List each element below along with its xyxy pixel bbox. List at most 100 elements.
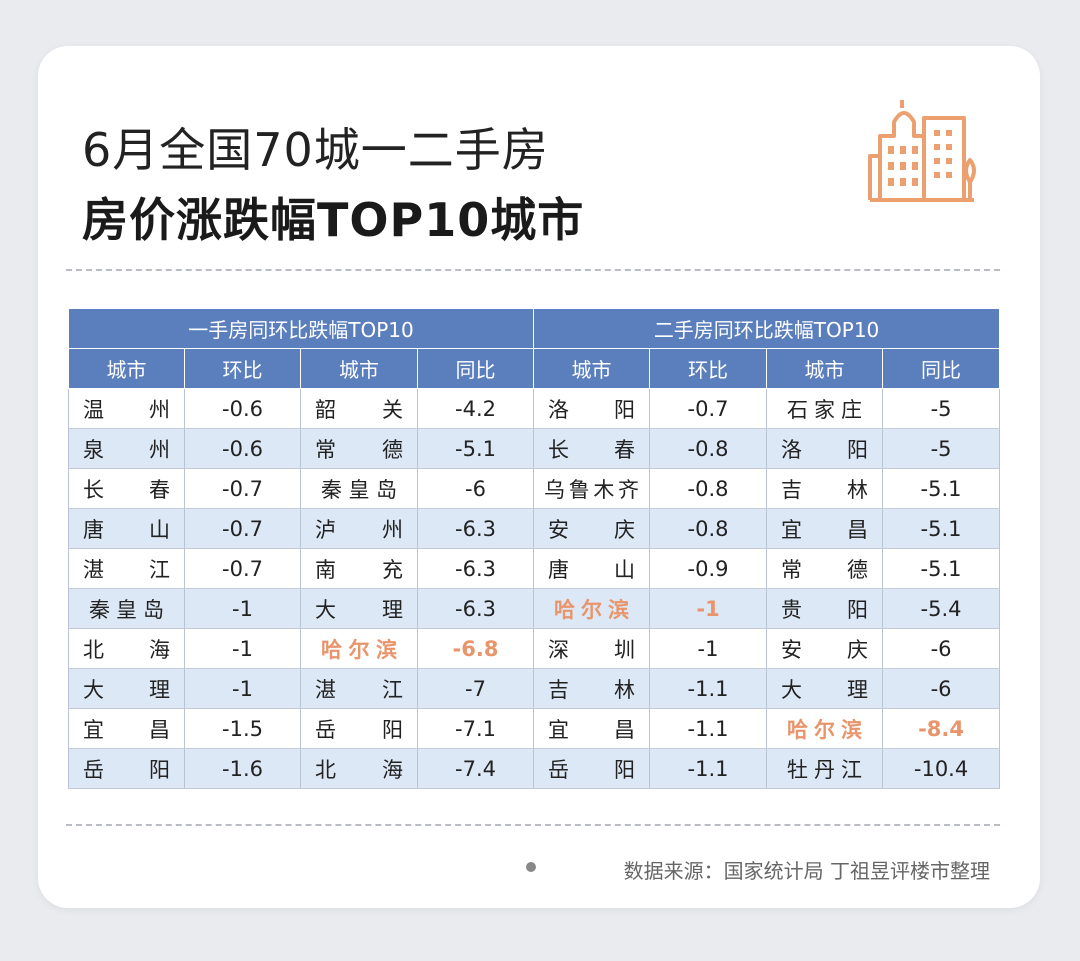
- city-cell: 常德: [766, 548, 884, 589]
- city-cell: 北海: [300, 748, 418, 789]
- value-cell: -7.1: [416, 708, 535, 749]
- value-cell: -6.3: [416, 588, 535, 629]
- value-cell: -6.3: [416, 508, 535, 549]
- city-cell: 宜昌: [533, 708, 651, 749]
- column-header: 城市: [533, 348, 651, 389]
- city-cell: 唐山: [533, 548, 651, 589]
- column-header: 环比: [184, 348, 301, 389]
- table-row: 宜昌 -1.5 岳阳 -7.1 宜昌 -1.1 哈尔滨 -8.4: [68, 708, 1001, 749]
- value-cell: -6: [882, 628, 1001, 669]
- value-cell: -0.6: [184, 388, 301, 429]
- column-header-row: 城市 环比 城市 同比 城市 环比 城市 同比: [68, 348, 1001, 389]
- table-row: 秦皇岛 -1 大理 -6.3 哈尔滨 -1 贵阳 -5.4: [68, 588, 1001, 629]
- data-source-note: 数据来源：国家统计局 丁祖昱评楼市整理: [623, 859, 990, 883]
- table-row: 泉州 -0.6 常德 -5.1 长春 -0.8 洛阳 -5: [68, 428, 1001, 469]
- value-cell: -7: [416, 668, 535, 709]
- value-cell: -6.8: [416, 628, 535, 669]
- value-cell: -0.8: [649, 468, 768, 509]
- value-cell: -5.1: [882, 468, 1001, 509]
- value-cell: -1.1: [649, 748, 768, 789]
- column-header: 城市: [766, 348, 884, 389]
- table-row: 唐山 -0.7 泸州 -6.3 安庆 -0.8 宜昌 -5.1: [68, 508, 1001, 549]
- city-cell: 大理: [300, 588, 418, 629]
- value-cell: -5.1: [416, 428, 535, 469]
- city-cell: 温州: [68, 388, 185, 429]
- table-row: 长春 -0.7 秦皇岛 -6 乌鲁木齐 -0.8 吉林 -5.1: [68, 468, 1001, 509]
- city-cell: 哈尔滨: [766, 708, 884, 749]
- city-cell: 秦皇岛: [68, 588, 185, 629]
- value-cell: -0.7: [184, 548, 301, 589]
- table-row: 岳阳 -1.6 北海 -7.4 岳阳 -1.1 牡丹江 -10.4: [68, 748, 1001, 789]
- column-header: 环比: [649, 348, 768, 389]
- city-cell: 长春: [533, 428, 651, 469]
- value-cell: -6.3: [416, 548, 535, 589]
- city-cell: 韶关: [300, 388, 418, 429]
- city-cell: 长春: [68, 468, 185, 509]
- value-cell: -6: [416, 468, 535, 509]
- column-header: 同比: [882, 348, 1001, 389]
- city-cell: 大理: [766, 668, 884, 709]
- city-cell: 岳阳: [533, 748, 651, 789]
- value-cell: -6: [882, 668, 1001, 709]
- value-cell: -1: [184, 588, 301, 629]
- city-cell: 唐山: [68, 508, 185, 549]
- value-cell: -0.9: [649, 548, 768, 589]
- city-cell: 牡丹江: [766, 748, 884, 789]
- city-cell: 秦皇岛: [300, 468, 418, 509]
- city-cell: 湛江: [300, 668, 418, 709]
- city-cell: 岳阳: [300, 708, 418, 749]
- value-cell: -1.1: [649, 668, 768, 709]
- divider-bottom: [66, 824, 1000, 826]
- city-cell: 哈尔滨: [300, 628, 418, 669]
- table-row: 大理 -1 湛江 -7 吉林 -1.1 大理 -6: [68, 668, 1001, 709]
- price-change-table: 一手房同环比跌幅TOP10 二手房同环比跌幅TOP10 城市 环比 城市 同比 …: [67, 308, 1001, 789]
- value-cell: -0.7: [184, 468, 301, 509]
- city-cell: 大理: [68, 668, 185, 709]
- buildings-icon: [868, 100, 976, 202]
- value-cell: -10.4: [882, 748, 1001, 789]
- table-row: 温州 -0.6 韶关 -4.2 洛阳 -0.7 石家庄 -5: [68, 388, 1001, 429]
- city-cell: 吉林: [533, 668, 651, 709]
- divider-top: [66, 269, 1000, 271]
- value-cell: -8.4: [882, 708, 1001, 749]
- page-subtitle: 房价涨跌幅TOP10城市: [82, 193, 585, 247]
- city-cell: 深圳: [533, 628, 651, 669]
- city-cell: 安庆: [533, 508, 651, 549]
- city-cell: 乌鲁木齐: [533, 468, 651, 509]
- value-cell: -5: [882, 388, 1001, 429]
- value-cell: -5: [882, 428, 1001, 469]
- column-header: 城市: [300, 348, 418, 389]
- value-cell: -5.4: [882, 588, 1001, 629]
- city-cell: 石家庄: [766, 388, 884, 429]
- value-cell: -0.7: [649, 388, 768, 429]
- value-cell: -5.1: [882, 548, 1001, 589]
- city-cell: 常德: [300, 428, 418, 469]
- column-header: 同比: [416, 348, 535, 389]
- city-cell: 泸州: [300, 508, 418, 549]
- city-cell: 北海: [68, 628, 185, 669]
- value-cell: -4.2: [416, 388, 535, 429]
- value-cell: -1: [649, 588, 768, 629]
- page-title: 6月全国70城一二手房: [82, 123, 549, 177]
- value-cell: -1.5: [184, 708, 301, 749]
- city-cell: 宜昌: [68, 708, 185, 749]
- value-cell: -1: [649, 628, 768, 669]
- group-header-new-homes: 一手房同环比跌幅TOP10: [67, 308, 535, 349]
- city-cell: 贵阳: [766, 588, 884, 629]
- value-cell: -1: [184, 668, 301, 709]
- value-cell: -0.6: [184, 428, 301, 469]
- value-cell: -1.1: [649, 708, 768, 749]
- value-cell: -0.8: [649, 508, 768, 549]
- city-cell: 安庆: [766, 628, 884, 669]
- column-header: 城市: [68, 348, 185, 389]
- city-cell: 吉林: [766, 468, 884, 509]
- city-cell: 岳阳: [68, 748, 185, 789]
- bullet-dot: [526, 862, 536, 872]
- table-row: 湛江 -0.7 南充 -6.3 唐山 -0.9 常德 -5.1: [68, 548, 1001, 589]
- value-cell: -1.6: [184, 748, 301, 789]
- value-cell: -0.8: [649, 428, 768, 469]
- city-cell: 洛阳: [533, 388, 651, 429]
- city-cell: 哈尔滨: [533, 588, 651, 629]
- city-cell: 南充: [300, 548, 418, 589]
- group-header-resale-homes: 二手房同环比跌幅TOP10: [533, 308, 1001, 349]
